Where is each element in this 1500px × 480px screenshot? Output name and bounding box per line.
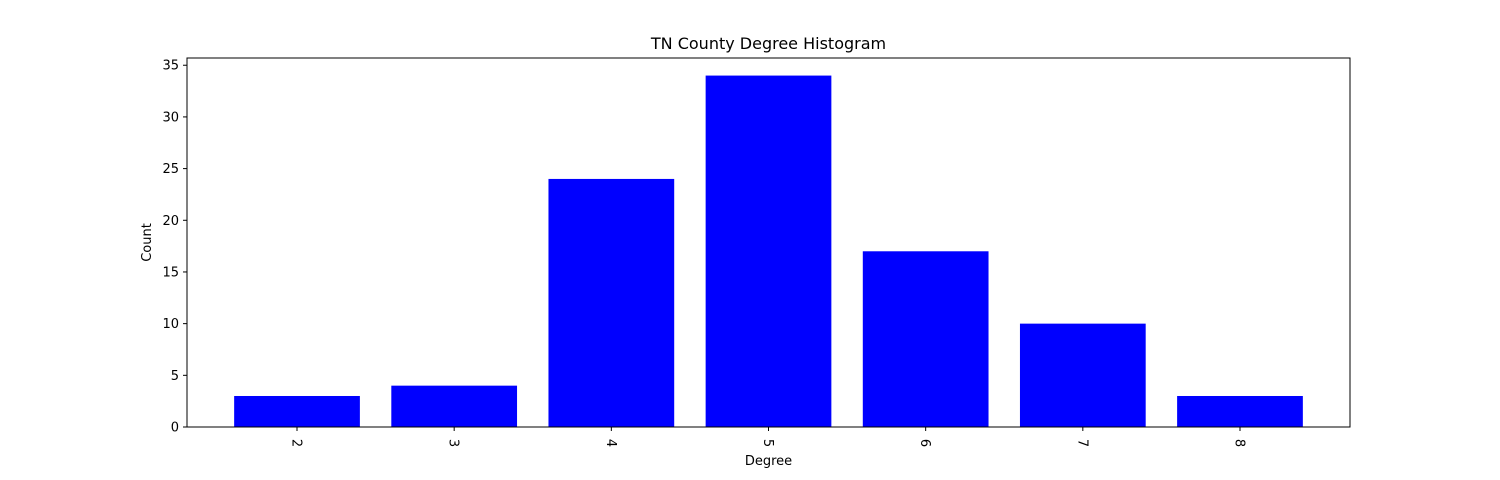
plot-frame: [186, 57, 1351, 428]
bars-group: [234, 75, 1303, 428]
x-axis-title: Degree: [745, 454, 792, 469]
bar-degree-4: [548, 178, 675, 427]
y-tick-label: 35: [162, 59, 179, 74]
y-axis: 0 5 10 15 20 25 30 35: [162, 59, 187, 436]
y-tick-label: 15: [162, 265, 179, 280]
y-tick-label: 30: [162, 110, 179, 125]
x-tick-label: 3: [446, 439, 461, 447]
y-tick-label: 0: [171, 421, 179, 436]
chart-title: TN County Degree Histogram: [650, 34, 886, 53]
bar-degree-6: [862, 251, 989, 427]
bar-degree-3: [391, 385, 518, 427]
y-tick-label: 25: [162, 162, 179, 177]
bar-degree-5: [705, 75, 832, 428]
y-tick-label: 20: [162, 214, 179, 229]
bar-degree-8: [1177, 395, 1303, 427]
bar-degree-7: [1019, 323, 1146, 427]
x-tick-label: 5: [760, 439, 775, 447]
y-axis-title: Count: [140, 223, 155, 262]
x-axis: 2 3 4 5 6 7 8: [289, 427, 1246, 447]
x-tick-label: 8: [1231, 439, 1246, 447]
x-tick-label: 6: [917, 439, 932, 447]
x-tick-label: 2: [289, 439, 304, 447]
y-tick-label: 5: [171, 369, 179, 384]
bar-degree-2: [234, 395, 360, 427]
y-tick-label: 10: [162, 317, 179, 332]
x-tick-label: 4: [603, 439, 618, 447]
x-tick-label: 7: [1074, 439, 1089, 447]
